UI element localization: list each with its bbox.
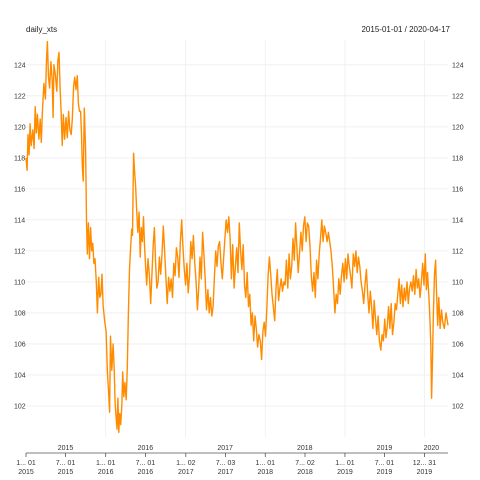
x-tick-year-label: 2019 [337, 469, 353, 476]
y-tick-label-left: 104 [14, 372, 26, 379]
y-tick-label-left: 110 [14, 279, 25, 286]
y-tick-label-left: 120 [14, 124, 26, 131]
y-tick-label-left: 102 [14, 403, 26, 410]
y-tick-label-right: 116 [452, 186, 463, 193]
chart-title: daily_xts [26, 25, 57, 34]
x-tick-year-label: 2017 [178, 469, 194, 476]
y-tick-label-left: 116 [14, 186, 25, 193]
y-tick-label-right: 110 [452, 279, 463, 286]
x-tick-label: 7... 01 [375, 460, 395, 467]
x-tick-label: 1... 01 [256, 460, 276, 467]
x-tick-year-label: 2017 [218, 469, 234, 476]
y-tick-label-left: 106 [14, 341, 26, 348]
x-year-label: 2017 [217, 445, 233, 452]
y-tick-label-right: 112 [452, 248, 463, 255]
date-range-label: 2015-01-01 / 2020-04-17 [361, 25, 450, 34]
y-tick-label-right: 106 [452, 341, 464, 348]
y-tick-label-right: 122 [452, 93, 464, 100]
x-tick-label: 1... 01 [96, 460, 116, 467]
x-tick-label: 7... 01 [136, 460, 156, 467]
x-tick-label: 7... 03 [216, 460, 236, 467]
y-tick-label-right: 124 [452, 62, 464, 69]
x-year-label: 2018 [297, 445, 313, 452]
x-tick-label: 12... 31 [413, 460, 436, 467]
x-tick-year-label: 2015 [18, 469, 34, 476]
y-tick-label-left: 122 [14, 93, 26, 100]
series-layer [25, 40, 449, 433]
x-tick-year-label: 2019 [377, 469, 393, 476]
y-tick-label-right: 118 [452, 155, 463, 162]
x-year-label: 2019 [377, 445, 393, 452]
x-tick-year-label: 2019 [417, 469, 433, 476]
x-tick-label: 1... 01 [16, 460, 36, 467]
y-tick-label-right: 104 [452, 372, 464, 379]
x-tick-year-label: 2018 [257, 469, 273, 476]
y-tick-label-left: 108 [14, 310, 26, 317]
y-tick-label-right: 108 [452, 310, 464, 317]
x-year-label: 2015 [58, 445, 74, 452]
x-year-label: 2016 [138, 445, 154, 452]
x-year-label: 2020 [424, 445, 440, 452]
x-tick-year-label: 2015 [58, 469, 74, 476]
x-tick-year-label: 2016 [98, 469, 114, 476]
y-tick-label-left: 118 [14, 155, 25, 162]
x-axis: 2015 2016 2017 2018 2019 2020 1... 01 2015 7... … [16, 445, 448, 476]
y-tick-label-right: 114 [452, 217, 463, 224]
y-tick-label-right: 120 [452, 124, 464, 131]
y-tick-label-left: 114 [14, 217, 25, 224]
x-tick-label: 1... 02 [176, 460, 196, 467]
x-tick-year-label: 2018 [297, 469, 313, 476]
x-tick-label: 7... 02 [295, 460, 315, 467]
series-line [25, 40, 449, 433]
y-tick-label-right: 102 [452, 403, 464, 410]
x-tick-year-label: 2016 [138, 469, 154, 476]
y-axis-ticks: 102 102 104 104 106 106 108 108 110 110 112 112 114 1… [14, 62, 464, 410]
x-tick-label: 1... 01 [335, 460, 355, 467]
x-tick-label: 7... 01 [56, 460, 76, 467]
y-tick-label-left: 112 [14, 248, 25, 255]
y-tick-label-left: 124 [14, 62, 26, 69]
